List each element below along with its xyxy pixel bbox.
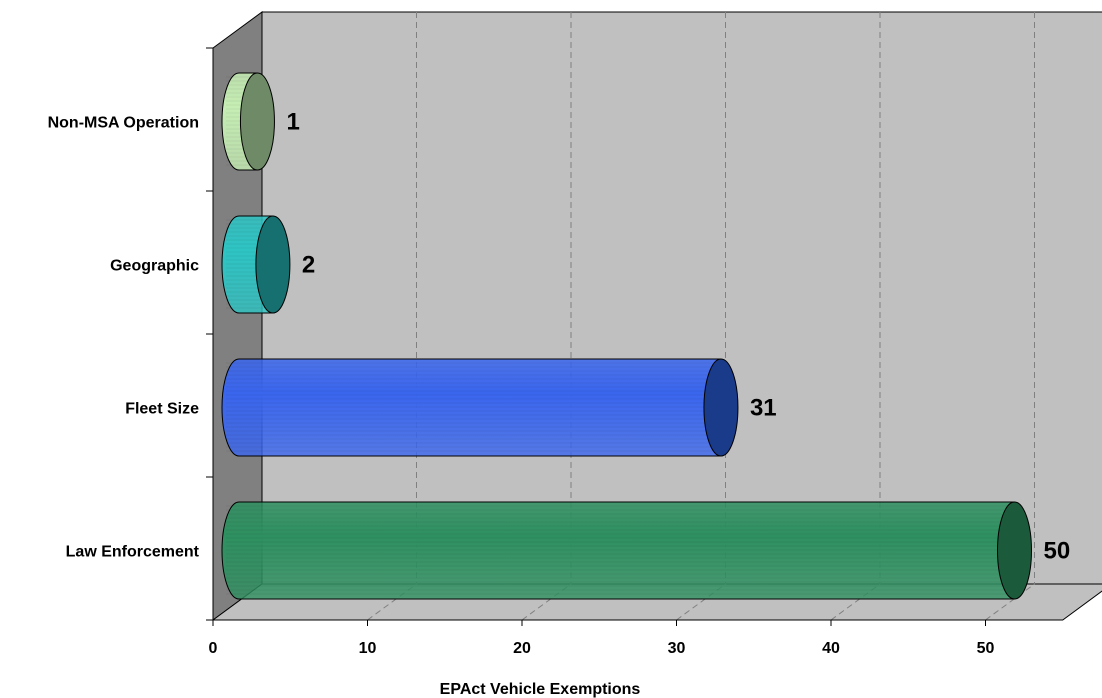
bar — [221, 215, 291, 314]
bar-cap — [703, 358, 739, 457]
y-tick-label: Law Enforcement — [66, 544, 200, 561]
bar — [221, 501, 1032, 600]
x-tick-label: 0 — [209, 640, 218, 657]
x-tick-label: 50 — [977, 640, 995, 657]
floor-gridline — [985, 583, 1035, 621]
x-tick-label: 40 — [822, 640, 840, 657]
bars — [221, 72, 1032, 600]
bar-body — [221, 501, 1015, 600]
labels: 0 10 20 30 40 50 1 Non-MSA Operation 2 Geographic… — [48, 109, 1071, 658]
chart-walls — [211, 11, 1102, 621]
x-axis-title: EPAct Vehicle Exemptions — [440, 681, 641, 698]
data-label: 31 — [750, 395, 777, 422]
y-tick-label: Fleet Size — [125, 401, 199, 418]
back-wall — [261, 11, 1102, 585]
bar — [221, 72, 275, 171]
data-label: 1 — [286, 109, 299, 136]
bar-cap — [255, 215, 291, 314]
bar — [221, 358, 739, 457]
bar-cap — [239, 72, 275, 171]
axes — [206, 47, 1063, 626]
y-tick-label: Non-MSA Operation — [48, 115, 199, 132]
y-tick-label: Geographic — [110, 258, 199, 275]
x-tick-label: 10 — [359, 640, 377, 657]
bar-body — [221, 358, 722, 457]
x-tick-label: 20 — [513, 640, 531, 657]
x-tick-label: 30 — [668, 640, 686, 657]
data-label: 2 — [302, 252, 315, 279]
data-label: 50 — [1044, 538, 1071, 565]
bar-cap — [997, 501, 1032, 600]
